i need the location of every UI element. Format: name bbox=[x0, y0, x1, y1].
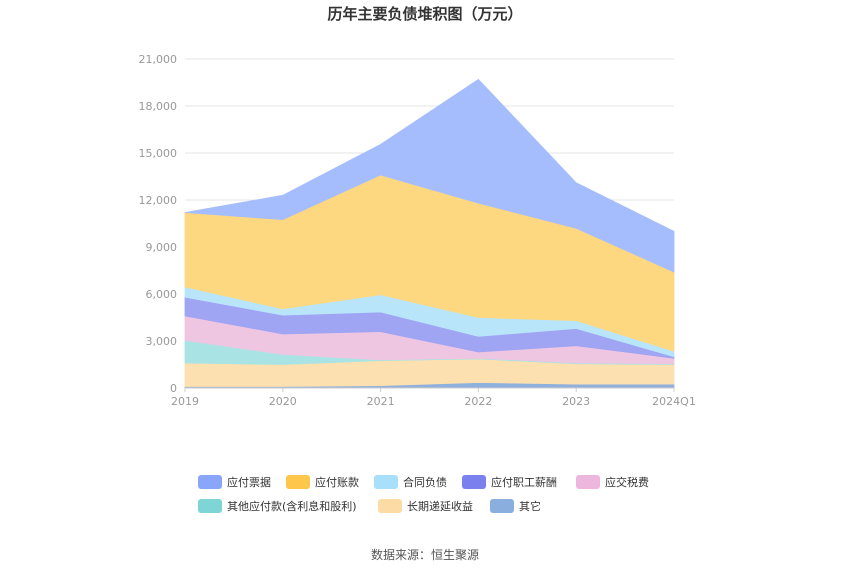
legend-swatch bbox=[374, 475, 398, 489]
legend-swatch bbox=[198, 499, 222, 513]
legend-item-应付票据[interactable]: 应付票据 bbox=[198, 475, 271, 489]
x-tick-label: 2022 bbox=[464, 395, 492, 408]
y-tick-label: 9,000 bbox=[146, 241, 178, 254]
legend-swatch bbox=[198, 475, 222, 489]
legend-label: 其它 bbox=[519, 499, 541, 513]
legend-item-其他应付款(含利息和股利)[interactable]: 其他应付款(含利息和股利) bbox=[198, 499, 357, 513]
x-tick-label: 2023 bbox=[562, 395, 590, 408]
legend-label: 应付票据 bbox=[227, 475, 271, 489]
legend-swatch bbox=[576, 475, 600, 489]
area-应付票据 bbox=[184, 78, 675, 273]
legend-swatch bbox=[490, 499, 514, 513]
legend-label: 其他应付款(含利息和股利) bbox=[227, 499, 357, 513]
x-tick-label: 2024Q1 bbox=[652, 395, 696, 408]
y-tick-label: 3,000 bbox=[146, 335, 178, 348]
legend-item-应交税费[interactable]: 应交税费 bbox=[576, 475, 649, 489]
legend-label: 应付职工薪酬 bbox=[491, 475, 557, 489]
legend-label: 合同负债 bbox=[403, 475, 447, 489]
y-tick-label: 6,000 bbox=[146, 288, 178, 301]
x-axis: 2019 2020 2021 2022 2023 2024Q1 bbox=[171, 387, 696, 408]
x-tick-label: 2021 bbox=[367, 395, 395, 408]
data-source: 数据来源：恒生聚源 bbox=[371, 547, 479, 562]
legend-item-长期递延收益[interactable]: 长期递延收益 bbox=[378, 499, 473, 513]
y-tick-label: 15,000 bbox=[139, 147, 178, 160]
y-axis: 0 3,000 6,000 9,000 12,000 15,000 18,000 21,000 bbox=[139, 53, 178, 395]
y-tick-label: 21,000 bbox=[139, 53, 178, 66]
chart-title: 历年主要负债堆积图（万元） bbox=[327, 5, 522, 23]
legend-swatch bbox=[378, 499, 402, 513]
legend-label: 应付账款 bbox=[315, 475, 359, 489]
y-tick-label: 0 bbox=[170, 382, 177, 395]
y-tick-label: 18,000 bbox=[139, 100, 178, 113]
legend-swatch bbox=[286, 475, 310, 489]
legend-label: 应交税费 bbox=[605, 475, 649, 489]
x-tick-label: 2020 bbox=[269, 395, 297, 408]
legend-label: 长期递延收益 bbox=[407, 499, 473, 513]
legend-item-应付账款[interactable]: 应付账款 bbox=[286, 475, 359, 489]
area-series bbox=[184, 78, 675, 389]
x-tick-label: 2019 bbox=[171, 395, 199, 408]
legend-swatch bbox=[462, 475, 486, 489]
legend-item-应付职工薪酬[interactable]: 应付职工薪酬 bbox=[462, 475, 557, 489]
y-tick-label: 12,000 bbox=[139, 194, 178, 207]
legend-item-其它[interactable]: 其它 bbox=[490, 499, 541, 513]
legend-item-合同负债[interactable]: 合同负债 bbox=[374, 475, 447, 489]
